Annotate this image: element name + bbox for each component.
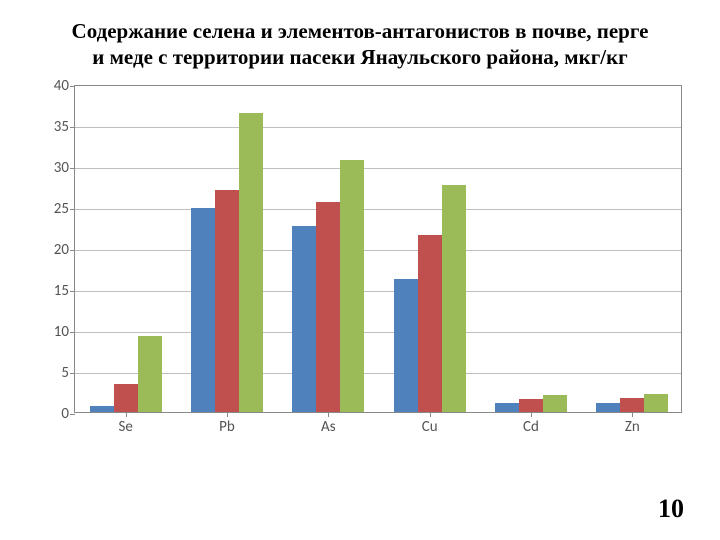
bar-group: Cu	[379, 86, 480, 412]
x-tick-label: Pb	[176, 412, 277, 436]
bar	[394, 279, 418, 411]
y-tick-label: 10	[54, 323, 75, 341]
bar	[644, 394, 668, 411]
chart-title-line1: Содержание селена и элементов-антагонист…	[72, 19, 649, 43]
bar-group: Se	[75, 86, 176, 412]
y-tick-label: 5	[61, 364, 75, 382]
x-tick-label: Cu	[379, 412, 480, 436]
bar	[316, 202, 340, 411]
bar	[239, 113, 263, 411]
bar-group: Zn	[582, 86, 683, 412]
bar	[596, 403, 620, 411]
x-tick-label: Zn	[582, 412, 683, 436]
chart-title: Содержание селена и элементов-антагонист…	[40, 18, 680, 71]
y-tick-label: 0	[61, 405, 75, 423]
bar-group: Pb	[176, 86, 277, 412]
y-tick-label: 35	[54, 118, 75, 136]
page-number: 10	[658, 494, 684, 524]
bar	[442, 185, 466, 411]
bar-group: As	[278, 86, 379, 412]
plot-area: SePbAsCuCdZn	[75, 86, 681, 412]
bar	[495, 403, 519, 411]
x-tick-label: Cd	[480, 412, 581, 436]
bar	[191, 208, 215, 411]
bar	[340, 160, 364, 412]
bar	[519, 399, 543, 411]
y-tick-label: 30	[54, 159, 75, 177]
bar	[215, 190, 239, 411]
bar-group: Cd	[480, 86, 581, 412]
bar	[138, 336, 162, 411]
x-tick-label: As	[278, 412, 379, 436]
chart-container: SePbAsCuCdZn 0510152025303540	[74, 85, 690, 413]
bar	[418, 235, 442, 411]
y-tick-label: 40	[54, 77, 75, 95]
bar	[114, 384, 138, 411]
bar	[620, 398, 644, 411]
bar	[292, 226, 316, 411]
x-tick-label: Se	[75, 412, 176, 436]
bar-chart: SePbAsCuCdZn 0510152025303540	[74, 85, 682, 413]
bar	[543, 395, 567, 411]
chart-title-line2: и меде с территории пасеки Янаульского р…	[92, 45, 627, 69]
y-tick-label: 20	[54, 241, 75, 259]
y-tick-label: 15	[54, 282, 75, 300]
y-tick-label: 25	[54, 200, 75, 218]
